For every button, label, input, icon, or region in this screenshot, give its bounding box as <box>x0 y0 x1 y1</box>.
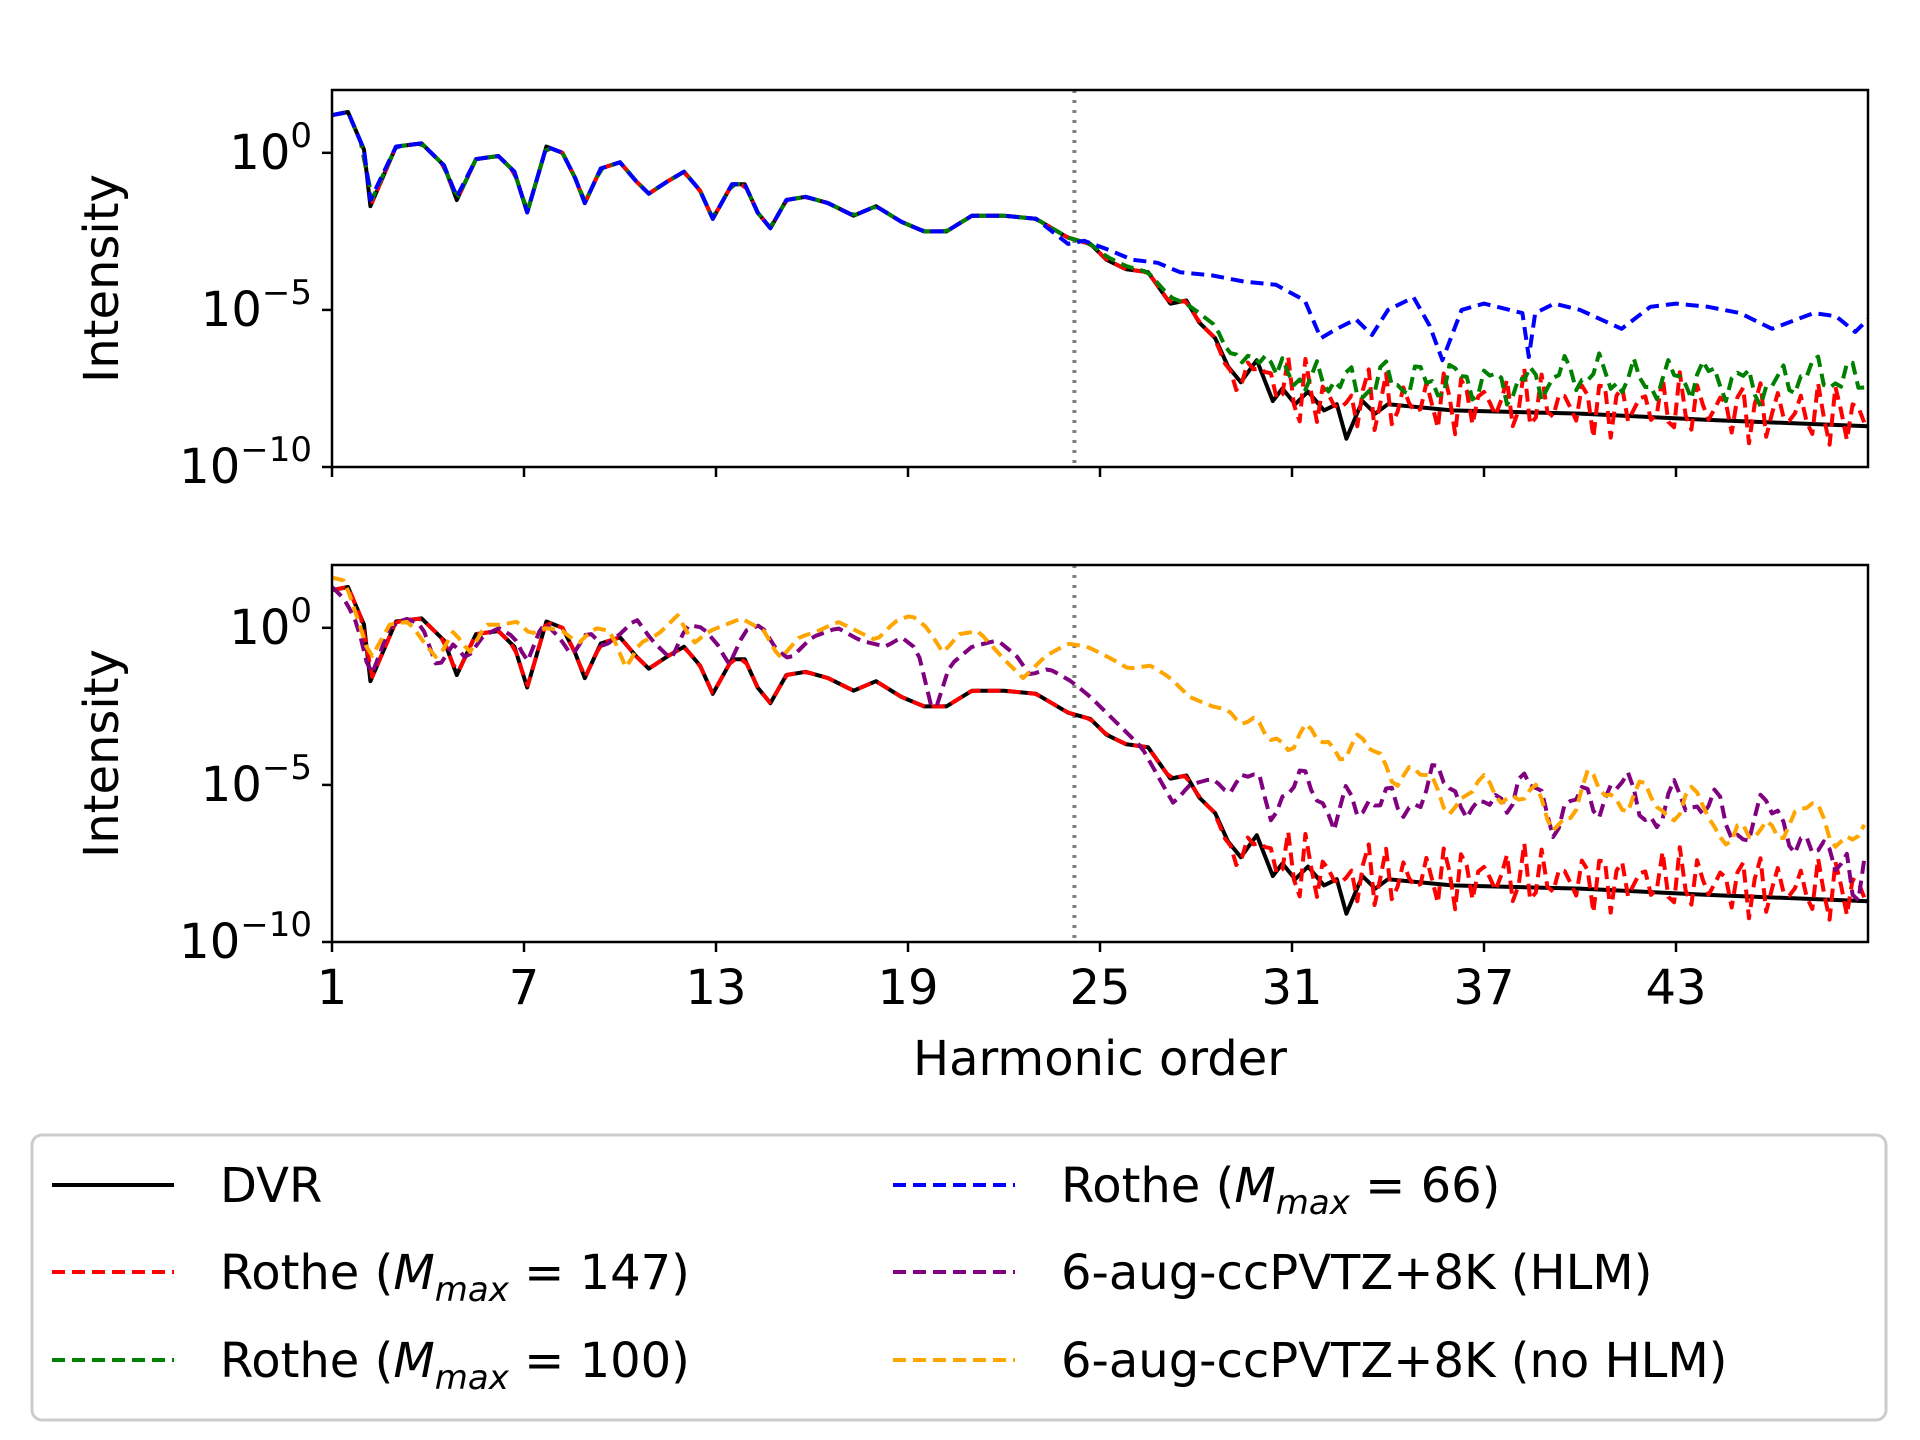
series-hlm <box>332 585 1867 903</box>
legend-box <box>30 1133 1888 1422</box>
legend-label: Rothe (Mmax = 66) <box>1061 1158 1500 1223</box>
x-tick-label: 19 <box>877 960 938 1016</box>
series-rothe147 <box>332 585 1867 922</box>
legend-label: Rothe (Mmax = 147) <box>220 1245 690 1310</box>
panel-bottom: 1 7 13 19 25 31 37 43 100 10−5 10−10 Intensity Harmo… <box>74 563 1870 1087</box>
series-dvr <box>332 585 1868 916</box>
legend: DVR Rothe (Mmax = 147) Rothe (Mmax = 100) R… <box>30 1133 1888 1422</box>
legend-label: Rothe (Mmax = 100) <box>220 1333 690 1398</box>
legend-label: 6-aug-ccPVTZ+8K (no HLM) <box>1061 1333 1728 1389</box>
x-axis-label: Harmonic order <box>913 1031 1287 1087</box>
x-tick-label: 7 <box>509 960 540 1016</box>
y-axis-label: Intensity <box>74 649 130 858</box>
series-rothe147 <box>332 110 1867 447</box>
x-tick-label: 43 <box>1645 960 1706 1016</box>
y-tick-label: 100 <box>229 591 312 656</box>
y-tick-label: 10−5 <box>201 748 312 813</box>
legend-label: DVR <box>220 1158 322 1214</box>
x-tick-label: 31 <box>1261 960 1322 1016</box>
y-tick-label: 100 <box>229 116 312 181</box>
y-tick-label: 10−5 <box>201 273 312 338</box>
y-tick-label: 10−10 <box>179 430 312 495</box>
panel-top: 100 10−5 10−10 Intensity <box>74 88 1870 495</box>
x-tick-label: 13 <box>685 960 746 1016</box>
series-nohlm <box>332 575 1866 849</box>
series-rothe100 <box>332 110 1865 409</box>
y-axis-label: Intensity <box>74 174 130 383</box>
x-tick-label: 25 <box>1069 960 1130 1016</box>
x-tick-label: 1 <box>317 960 348 1016</box>
legend-label: 6-aug-ccPVTZ+8K (HLM) <box>1061 1245 1652 1301</box>
axes-frame <box>330 563 1870 944</box>
axes-frame <box>330 88 1870 469</box>
series-dvr <box>332 110 1868 441</box>
x-tick-label: 37 <box>1453 960 1514 1016</box>
y-tick-label: 10−10 <box>179 905 312 970</box>
series-rothe66 <box>332 110 1868 363</box>
